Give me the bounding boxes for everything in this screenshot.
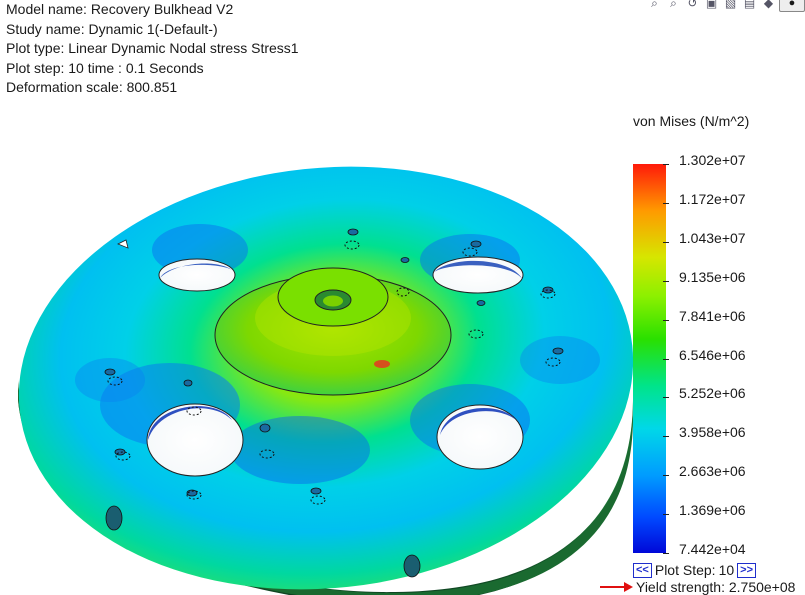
legend-tick-label: 1.043e+07 [679, 229, 746, 246]
legend-tick-mark [663, 280, 669, 282]
plot-step-time: Plot step: 10 time : 0.1 Seconds [6, 59, 204, 76]
study-name: Study name: Dynamic 1(-Default-) [6, 20, 218, 37]
color-scale-bar [633, 164, 666, 553]
previous-step-button[interactable]: << [633, 562, 652, 578]
hide-show-icon[interactable]: ◆ [763, 0, 774, 10]
legend-tick-label: 1.369e+06 [679, 502, 746, 519]
through-hole-left-bottom [146, 403, 244, 477]
legend-tick-mark [663, 319, 669, 321]
legend-tick-mark [663, 164, 669, 165]
view-orientation-icon[interactable]: ▧ [724, 0, 737, 10]
zoom-to-fit-icon[interactable]: ⌕ [651, 0, 658, 10]
plot-type: Plot type: Linear Dynamic Nodal stress S… [6, 40, 299, 57]
legend-tick-label: 9.135e+06 [679, 268, 746, 285]
legend-tick-label: 1.302e+07 [679, 152, 746, 168]
rim-hole-right [403, 554, 421, 578]
yield-strength-text: Yield strength: 2.750e+08 [636, 579, 796, 595]
legend-tick-label: 6.546e+06 [679, 346, 746, 363]
plot-step-control: << Plot Step: 10 >> [633, 562, 756, 578]
previous-view-icon[interactable]: ↺ [687, 0, 698, 10]
legend-tick-mark [663, 514, 669, 516]
legend-title: von Mises (N/m^2) [633, 113, 750, 129]
legend-tick-mark [663, 358, 669, 360]
apply-scene-icon[interactable]: ● [779, 0, 805, 12]
next-step-button[interactable]: >> [737, 562, 756, 578]
bolt-holes [104, 228, 564, 497]
legend-tick-mark [663, 397, 669, 399]
legend-tick-label: 7.841e+06 [679, 307, 746, 324]
section-view-icon[interactable]: ▣ [705, 0, 718, 10]
legend-tick-mark [663, 475, 669, 477]
legend-tick-label: 7.442e+04 [679, 541, 746, 557]
legend-tick-label: 3.958e+06 [679, 424, 746, 441]
zoom-area-icon[interactable]: ⌕ [670, 0, 677, 10]
legend-tick-label: 1.172e+07 [679, 190, 746, 207]
display-style-icon[interactable]: ▤ [743, 0, 756, 10]
legend-tick-mark [663, 241, 669, 243]
plot-step-value: 10 [718, 562, 735, 578]
heads-up-toolbar: ⌕ ⌕ ↺ ▣ ▧ ▤ ◆ ● [646, 0, 805, 12]
legend-tick-mark [663, 436, 669, 438]
legend-tick-label: 5.252e+06 [679, 385, 746, 402]
deformation-scale: Deformation scale: 800.851 [6, 79, 178, 96]
through-hole-left-top [158, 258, 236, 292]
legend-tick-mark [663, 553, 669, 554]
legend-tick-label: 2.663e+06 [679, 463, 746, 480]
through-hole-right-bottom [436, 404, 524, 470]
yield-strength: Yield strength: 2.750e+08 [600, 579, 795, 595]
yield-arrow-icon [600, 582, 634, 592]
plot-step-label: Plot Step: [654, 562, 716, 578]
model-name: Model name: Recovery Bulkhead V2 [6, 1, 234, 17]
rim-hole-left [105, 505, 123, 531]
study-info: Model name: Recovery Bulkhead V2 Study n… [6, 0, 299, 98]
legend-tick-mark [663, 202, 669, 204]
